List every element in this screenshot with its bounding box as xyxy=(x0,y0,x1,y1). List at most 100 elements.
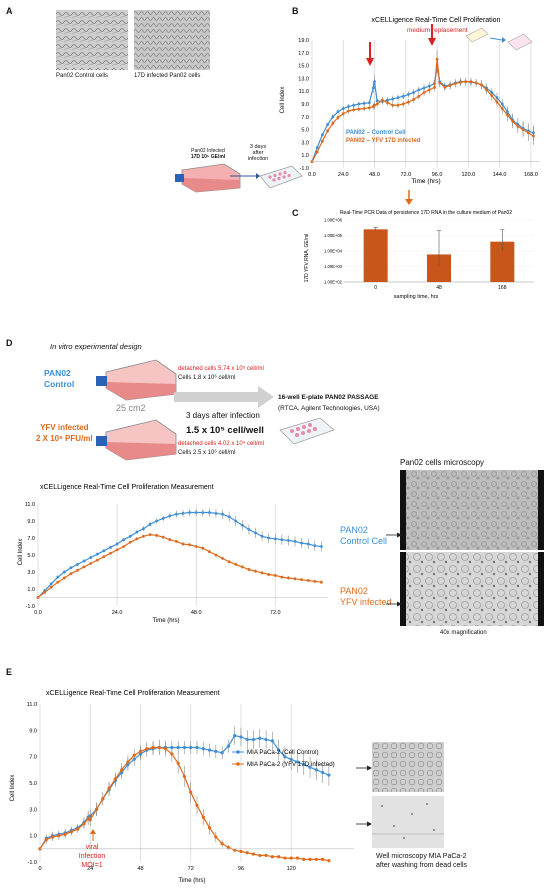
data-point xyxy=(438,81,442,85)
data-point xyxy=(201,815,205,819)
right-arrow-icon xyxy=(356,765,372,771)
data-point xyxy=(194,511,198,514)
data-point xyxy=(380,98,384,102)
series-line xyxy=(311,65,534,162)
data-point xyxy=(516,125,520,128)
data-point xyxy=(474,81,478,85)
legend-label: MIA PaCa-2 (Cell Control) xyxy=(247,749,319,756)
chart-b-series xyxy=(310,50,535,164)
data-point xyxy=(89,562,93,565)
data-point xyxy=(107,786,111,790)
data-point xyxy=(175,540,178,543)
data-point xyxy=(401,102,405,106)
data-point xyxy=(95,558,99,562)
y-tick-label: 5.0 xyxy=(29,781,37,787)
y-tick-label: 9.0 xyxy=(27,519,35,525)
data-point xyxy=(120,768,124,772)
design-control-label-2: Control xyxy=(44,379,75,389)
right-arrow-icon xyxy=(356,821,372,827)
data-point xyxy=(76,827,80,831)
data-point xyxy=(207,550,211,553)
data-point xyxy=(239,735,243,739)
data-point xyxy=(227,560,231,564)
x-tick-label: 168.0 xyxy=(524,172,538,178)
data-point xyxy=(214,749,218,753)
data-point xyxy=(43,591,46,594)
caption-control-cells: Pan02 Control cells xyxy=(56,73,109,79)
y-tick-label: 1.0 xyxy=(301,153,309,159)
data-point xyxy=(188,511,191,514)
data-point xyxy=(233,734,237,738)
data-point xyxy=(308,857,312,861)
design-control-label: PAN02 Control xyxy=(44,368,74,390)
chart-e-xlabel: Time (hrs) xyxy=(178,878,205,884)
data-point xyxy=(226,744,230,748)
cells-infected: Cells 2.5 x 10⁶ cell/ml xyxy=(178,450,236,456)
data-point xyxy=(181,511,185,515)
data-point xyxy=(95,552,99,556)
data-point xyxy=(76,562,79,566)
data-point xyxy=(289,856,293,860)
data-point xyxy=(396,103,400,107)
chart-d-title: xCELLigence Real-Time Cell Proliferation… xyxy=(40,484,214,491)
x-tick-label: 72 xyxy=(188,866,194,872)
x-tick-label: 0.0 xyxy=(34,610,42,616)
data-point xyxy=(161,535,165,539)
data-point xyxy=(214,835,218,839)
data-point xyxy=(293,577,297,581)
caption-infected-cells: 17D infected Pan02 cells xyxy=(134,73,201,79)
flask-icon xyxy=(96,419,177,461)
data-point xyxy=(176,745,180,750)
y-tick-label: 17.0 xyxy=(298,51,309,57)
y-tick-label: 7.0 xyxy=(29,755,37,761)
micro-infected-label: PAN02 YFV infected xyxy=(340,586,392,608)
microscopy-control-image xyxy=(400,470,544,550)
y-tick-label: 7.0 xyxy=(301,115,309,121)
data-point xyxy=(44,838,48,842)
data-point xyxy=(207,826,212,830)
x-tick-label: 72.0 xyxy=(400,172,411,178)
infection-text-2: 17D 10⁵ GE/ml xyxy=(190,154,226,160)
data-point xyxy=(300,541,304,545)
data-point xyxy=(138,749,143,753)
data-point xyxy=(161,517,165,520)
x-tick-label: 48 xyxy=(436,285,442,291)
data-point xyxy=(260,571,264,575)
data-point xyxy=(485,88,488,92)
data-point xyxy=(128,534,132,538)
data-point xyxy=(273,574,277,577)
medium-change-icon xyxy=(465,27,533,51)
data-point xyxy=(188,543,191,547)
data-point xyxy=(264,737,268,742)
data-point xyxy=(251,852,256,856)
chart-d-series xyxy=(36,508,323,599)
data-point xyxy=(57,834,61,838)
chart-b-legend-infected: PAN02 – YFV 17D infected xyxy=(346,138,421,144)
data-point xyxy=(148,523,152,526)
data-point xyxy=(326,129,330,133)
chart-d: xCELLigence Real-Time Cell Proliferation… xyxy=(18,484,328,624)
microscopy-control-image xyxy=(56,10,128,70)
data-point xyxy=(245,851,249,855)
data-point xyxy=(76,568,79,572)
red-arrow-96 xyxy=(428,24,436,46)
data-point xyxy=(207,748,212,752)
micro-e-caption: Well microscopy MIA PaCa-2 after washing… xyxy=(376,852,467,870)
detached-control: detached cells 5.74 x 10⁵ cell/ml xyxy=(178,366,264,372)
data-point xyxy=(302,762,306,767)
data-point xyxy=(280,538,284,542)
micro-infected-label-2: YFV infected xyxy=(340,597,392,607)
data-point xyxy=(135,537,139,541)
microscopy-infected-image xyxy=(400,552,544,626)
data-point xyxy=(433,85,436,89)
data-point xyxy=(357,102,361,106)
data-point xyxy=(331,115,335,119)
data-point xyxy=(273,537,277,541)
data-point xyxy=(270,855,274,859)
e-plate-icon xyxy=(259,165,303,189)
data-point xyxy=(102,549,106,553)
data-point xyxy=(155,534,159,537)
data-point xyxy=(115,548,119,552)
chart-e: xCELLigence Real-Time Cell Proliferation… xyxy=(10,690,354,884)
data-point xyxy=(181,542,185,546)
